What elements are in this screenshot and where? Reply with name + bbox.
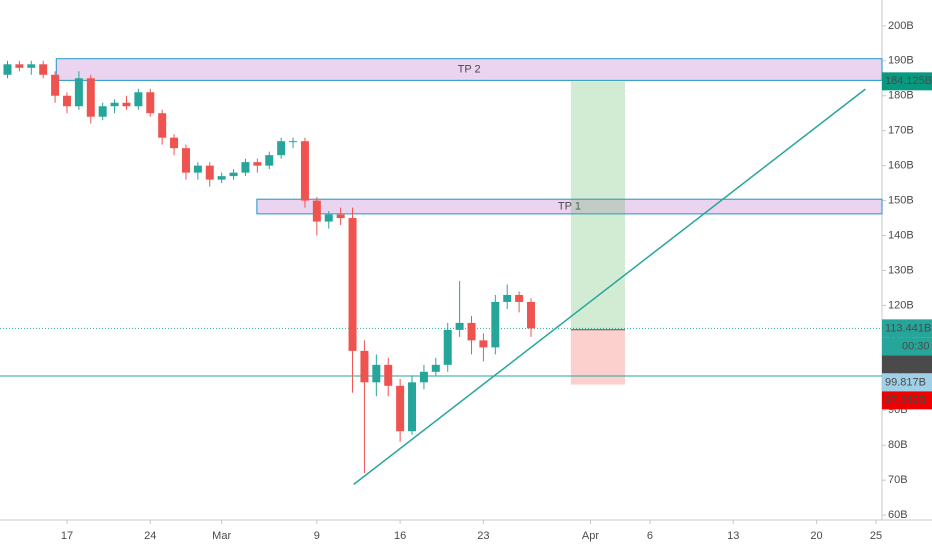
price-label-box [882,373,932,392]
y-tick-label: 130B [888,264,914,276]
candle-body [300,141,309,201]
candle-body [110,102,119,107]
price-label-box [882,72,932,91]
candle-body [384,364,393,386]
candle-body [396,385,405,432]
candle-body [408,382,417,432]
tp-label: TP 1 [558,200,581,212]
loss-zone [570,329,626,385]
candle-body [181,148,190,173]
y-tick-label: 180B [888,90,914,102]
candle-body [253,162,262,166]
price-label-box [882,355,932,374]
x-tick-label: Apr [582,530,599,542]
price-label-box [882,391,932,410]
candle-body [86,78,95,117]
price-label-box [882,319,932,338]
candle-body [455,322,464,330]
x-tick-label: 20 [810,530,822,542]
candle-body [39,64,48,75]
candle-body [372,364,381,383]
countdown: 00:30 [902,340,930,352]
x-tick-label: 6 [647,530,653,542]
candle-body [27,64,36,68]
candle-body [15,64,24,68]
candle-body [277,141,286,156]
y-tick-label: 120B [888,299,914,311]
y-tick-label: 190B [888,55,914,67]
y-tick-label: 150B [888,194,914,206]
tp-label: TP 2 [458,63,481,75]
candle-body [51,74,60,96]
y-tick-label: 60B [888,509,908,521]
countdown-box [882,337,932,356]
candle-body [74,78,83,107]
candle-body [205,165,214,180]
y-tick-label: 200B [888,20,914,32]
x-tick-label: 23 [477,530,489,542]
tp-zone [256,198,883,215]
x-tick-label: 24 [144,530,156,542]
candle-body [443,329,452,365]
x-tick-label: 9 [314,530,320,542]
candle-body [134,92,143,107]
candle-body [146,92,155,114]
candle-body [431,364,440,372]
x-tick-label: Mar [212,530,231,542]
candle-body [324,214,333,222]
candle-body [265,155,274,166]
tp-zone [55,58,883,81]
candle-body [348,218,357,351]
candle-body [193,165,202,173]
candle-body [229,172,238,177]
x-tick-label: 17 [61,530,73,542]
candle-body [170,137,179,149]
candle-body [98,106,107,117]
candle-body [503,294,512,302]
profit-zone [570,81,626,330]
candle-body [312,200,321,222]
price-label: 113.441B [885,322,931,334]
candle-body [122,102,131,107]
candle-body [289,141,298,143]
y-tick-label: 140B [888,229,914,241]
candle-body [479,340,488,348]
candle-body [158,113,167,138]
price-label: 97.349B [885,394,926,406]
y-tick-label: 160B [888,160,914,172]
candle-body [467,322,476,341]
x-tick-label: 13 [727,530,739,542]
x-tick-label: 16 [394,530,406,542]
candle-body [217,176,226,180]
candle-body [62,95,71,107]
candle-body [360,350,369,383]
trend-line [353,88,866,485]
y-tick-label: 80B [888,439,908,451]
y-tick-label: 170B [888,125,914,137]
candle-body [419,371,428,383]
y-tick-label: 70B [888,474,908,486]
price-label: 99.817B [885,376,926,388]
price-label: 113.042B [885,358,931,370]
candle-body [336,214,345,219]
candle-body [515,294,524,302]
price-label: 184.125B [885,75,932,87]
candle-body [241,162,250,173]
candle-body [527,301,536,329]
x-tick-label: 25 [870,530,882,542]
candle-body [3,64,12,75]
candle-body [491,301,500,348]
